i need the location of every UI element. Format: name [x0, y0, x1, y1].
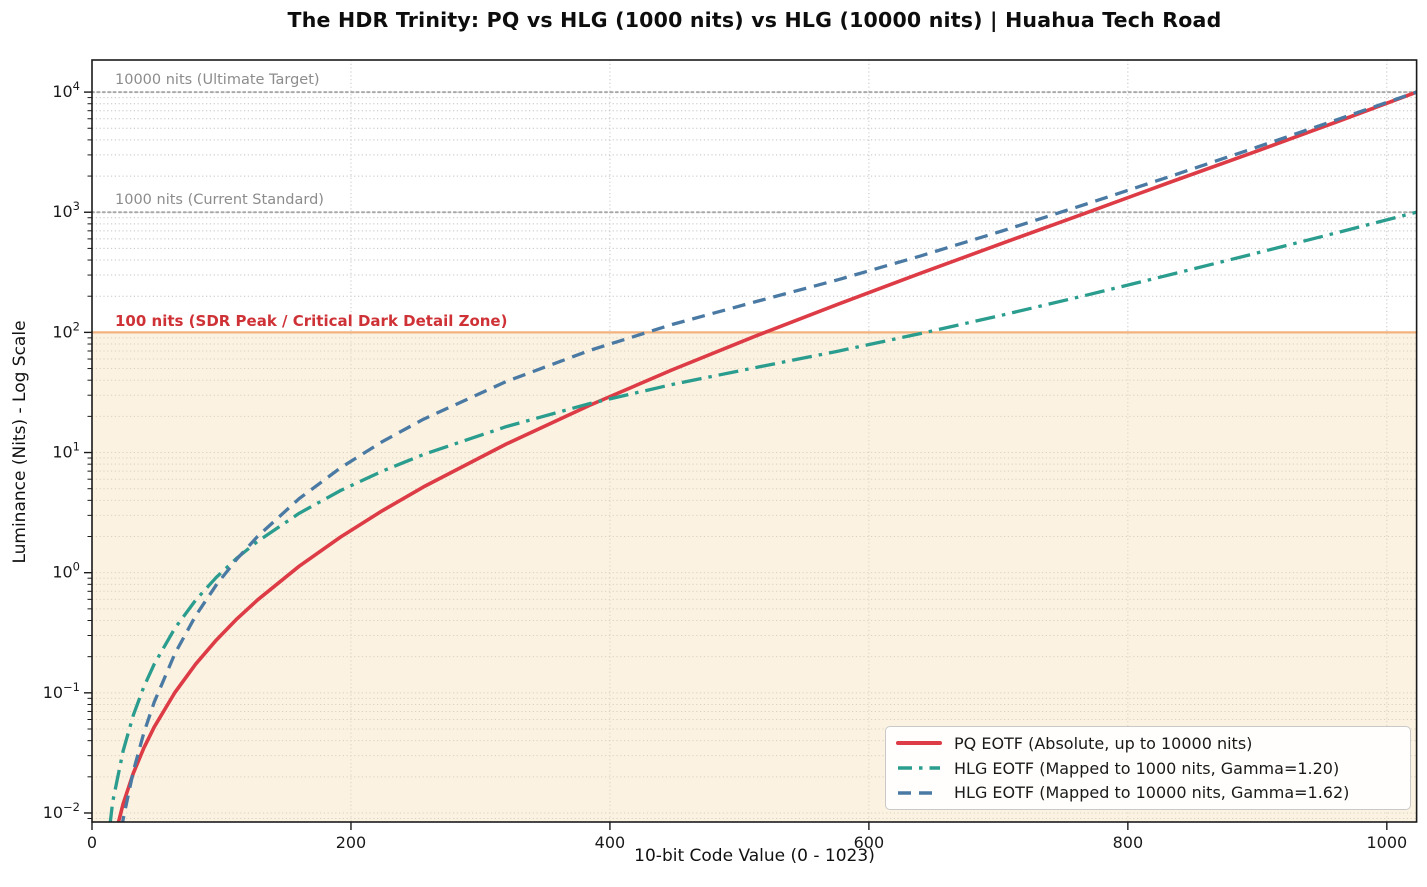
annotation-1000-nits: 1000 nits (Current Standard) — [115, 192, 324, 208]
axis-ticks — [84, 91, 1388, 830]
x-axis-label: 10-bit Code Value (0 - 1023) — [634, 846, 875, 866]
x-tick-label: 800 — [1113, 833, 1144, 852]
series-line-2 — [121, 90, 1417, 822]
y-axis-label: Luminance (Nits) - Log Scale — [10, 320, 30, 564]
gridlines — [92, 60, 1417, 822]
y-tick-label: 102 — [52, 319, 80, 341]
y-tick-label: 103 — [52, 199, 80, 221]
legend: PQ EOTF (Absolute, up to 10000 nits) HLG… — [885, 726, 1411, 810]
legend-line-pq-icon — [896, 741, 942, 746]
tick-labels: 0 200 400 600 800 1000 104 103 102 101 100 10−1 10−2 — [43, 79, 1407, 852]
x-tick-label: 0 — [87, 833, 97, 852]
y-tick-label: 10−1 — [43, 680, 80, 702]
y-tick-label: 100 — [52, 560, 80, 582]
y-tick-label: 101 — [52, 440, 80, 462]
annotation-100-nits: 100 nits (SDR Peak / Critical Dark Detai… — [115, 312, 508, 330]
annotation-10000-nits: 10000 nits (Ultimate Target) — [115, 72, 320, 88]
chart-title: The HDR Trinity: PQ vs HLG (1000 nits) v… — [287, 8, 1222, 32]
legend-line-hlg1000-icon — [898, 766, 940, 770]
y-tick-label: 10−2 — [43, 800, 80, 822]
x-tick-label: 1000 — [1366, 833, 1407, 852]
legend-line-hlg10000-icon — [898, 790, 940, 795]
legend-row-hlg10000: HLG EOTF (Mapped to 10000 nits, Gamma=1.… — [896, 782, 1400, 803]
x-tick-label: 600 — [854, 833, 885, 852]
legend-row-hlg1000: HLG EOTF (Mapped to 1000 nits, Gamma=1.2… — [896, 758, 1400, 779]
legend-label-hlg1000: HLG EOTF (Mapped to 1000 nits, Gamma=1.2… — [954, 758, 1340, 778]
legend-label-hlg10000: HLG EOTF (Mapped to 10000 nits, Gamma=1.… — [954, 783, 1350, 803]
plot-background — [92, 60, 1417, 822]
series-line-0 — [116, 90, 1417, 822]
series-line-1 — [108, 210, 1417, 822]
x-tick-label: 200 — [336, 833, 367, 852]
legend-label-pq: PQ EOTF (Absolute, up to 10000 nits) — [954, 733, 1253, 753]
axes-spines — [91, 59, 1418, 823]
x-tick-label: 400 — [595, 833, 626, 852]
legend-row-pq: PQ EOTF (Absolute, up to 10000 nits) — [896, 733, 1400, 754]
y-tick-label: 104 — [52, 79, 80, 101]
